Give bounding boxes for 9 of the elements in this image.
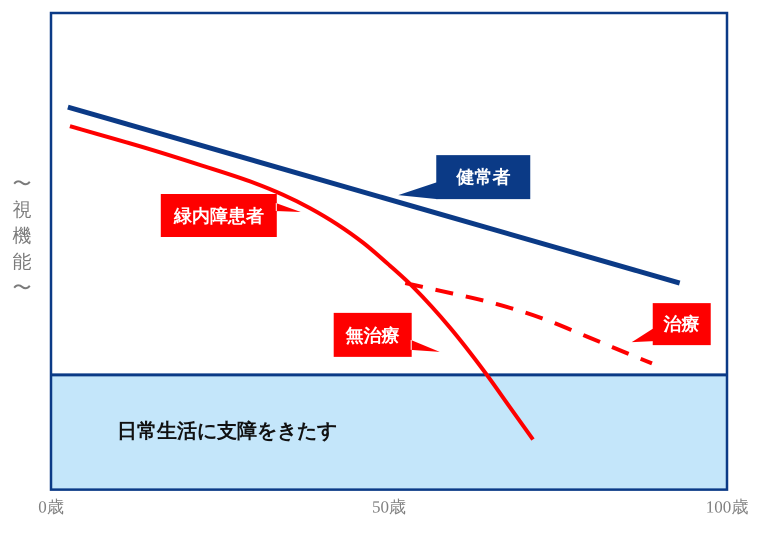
band-label: 日常生活に支障をきたす (117, 418, 337, 442)
x-tick-label: 100歳 (706, 497, 748, 516)
legend-label: 治療 (662, 314, 700, 335)
annotation: 無治療 (344, 325, 400, 346)
y-axis-title: 〜視機能〜 (12, 173, 32, 300)
series-label: 健常者 (455, 166, 510, 188)
x-tick-label: 0歳 (38, 497, 64, 516)
series-label: 緑内障患者 (172, 206, 264, 228)
x-tick-label: 50歳 (372, 497, 406, 516)
